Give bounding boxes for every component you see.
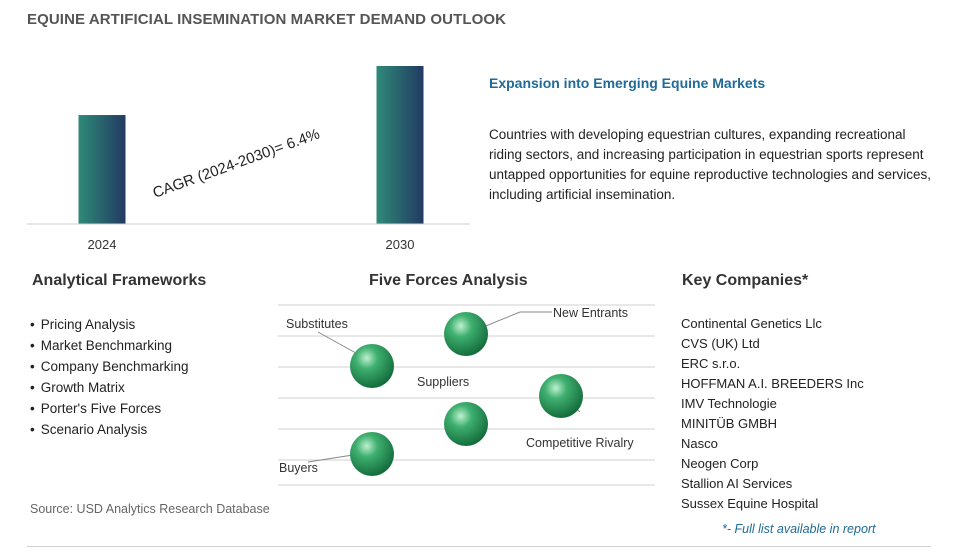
new-entrants-sphere [444,312,488,356]
bar-2024 [78,115,126,224]
bar-chart: 2024 2030 CAGR (2024-2030)= 6.4% [27,66,470,252]
company-item: Continental Genetics Llc [681,316,822,331]
company-item: Sussex Equine Hospital [681,496,819,511]
company-item: Nasco [681,436,718,451]
source-note: Source: USD Analytics Research Database [30,502,270,516]
bar-2030 [376,66,424,224]
framework-item: Growth Matrix [30,377,189,398]
framework-item: Company Benchmarking [30,356,189,377]
competitive-rivalry-label: Competitive Rivalry [526,436,634,450]
buyers-sphere [350,432,394,476]
frameworks-list: Pricing Analysis Market Benchmarking Com… [30,314,189,440]
company-item: MINITÜB GMBH [681,416,778,431]
companies-title: Key Companies* [682,272,809,289]
substitutes-label: Substitutes [286,317,348,331]
substitutes-sphere [350,344,394,388]
suppliers-sphere [444,402,488,446]
full-list-note: *- Full list available in report [722,522,876,536]
company-item: ERC s.r.o. [681,356,741,371]
highlight-text: Countries with developing equestrian cul… [489,127,932,202]
framework-item: Porter's Five Forces [30,398,189,419]
company-item: HOFFMAN A.I. BREEDERS Inc [681,376,864,391]
new-entrants-label: New Entrants [553,306,628,320]
company-item: Neogen Corp [681,456,759,471]
page-title: EQUINE ARTIFICIAL INSEMINATION MARKET DE… [27,11,507,28]
highlight-title: Expansion into Emerging Equine Markets [489,75,766,91]
x-tick-label: 2030 [386,237,415,252]
frameworks-title: Analytical Frameworks [32,272,207,289]
five-forces-diagram: Substitutes New Entrants Suppliers Compe… [278,304,655,486]
bottom-divider [27,546,931,547]
competitive-rivalry-sphere [539,374,583,418]
cagr-annotation: CAGR (2024-2030)= 6.4% [151,125,323,201]
company-item: Stallion AI Services [681,476,793,491]
framework-item: Market Benchmarking [30,335,189,356]
framework-item: Scenario Analysis [30,419,189,440]
companies-list: Continental Genetics Llc CVS (UK) Ltd ER… [681,314,864,514]
company-item: IMV Technologie [681,396,777,411]
framework-item: Pricing Analysis [30,314,189,335]
x-tick-label: 2024 [88,237,117,252]
company-item: CVS (UK) Ltd [681,336,760,351]
suppliers-label: Suppliers [417,375,469,389]
five-forces-title: Five Forces Analysis [369,272,528,289]
buyers-label: Buyers [279,461,318,475]
